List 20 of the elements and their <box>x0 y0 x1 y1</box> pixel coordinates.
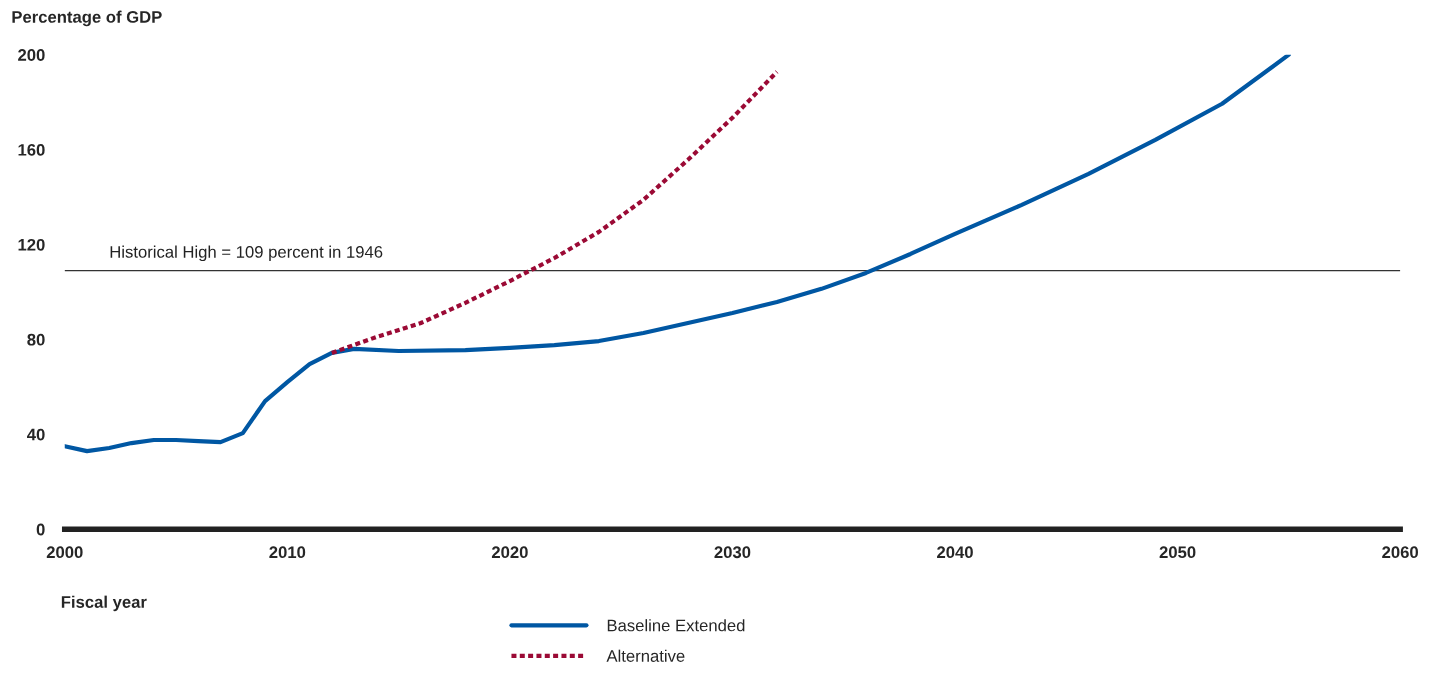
legend-label: Alternative <box>606 649 685 662</box>
x-tick-label: 2010 <box>269 546 306 559</box>
y-tick-label: 160 <box>18 143 45 156</box>
line-series <box>64 54 1291 454</box>
y-tick-label: 120 <box>18 238 45 251</box>
x-tick-label: 2020 <box>491 546 528 559</box>
x-axis-title: Fiscal year <box>61 595 147 612</box>
x-tick-label: 2030 <box>714 546 751 559</box>
y-tick-label: 0 <box>36 523 45 536</box>
x-tick-label: 2050 <box>1159 546 1196 559</box>
y-tick-label: 80 <box>27 333 45 346</box>
x-tick-label: 2040 <box>937 546 973 559</box>
line-series <box>329 69 780 355</box>
y-axis-title: Percentage of GDP <box>12 10 162 27</box>
y-tick-label: 40 <box>27 428 45 441</box>
y-tick-label: 200 <box>18 49 45 61</box>
x-tick-label: 2000 <box>46 546 83 559</box>
ref-line-label: Historical High = 109 percent in 1946 <box>110 245 383 262</box>
x-tick-label: 2060 <box>1382 546 1418 559</box>
legend-label: Baseline Extended <box>607 619 745 632</box>
